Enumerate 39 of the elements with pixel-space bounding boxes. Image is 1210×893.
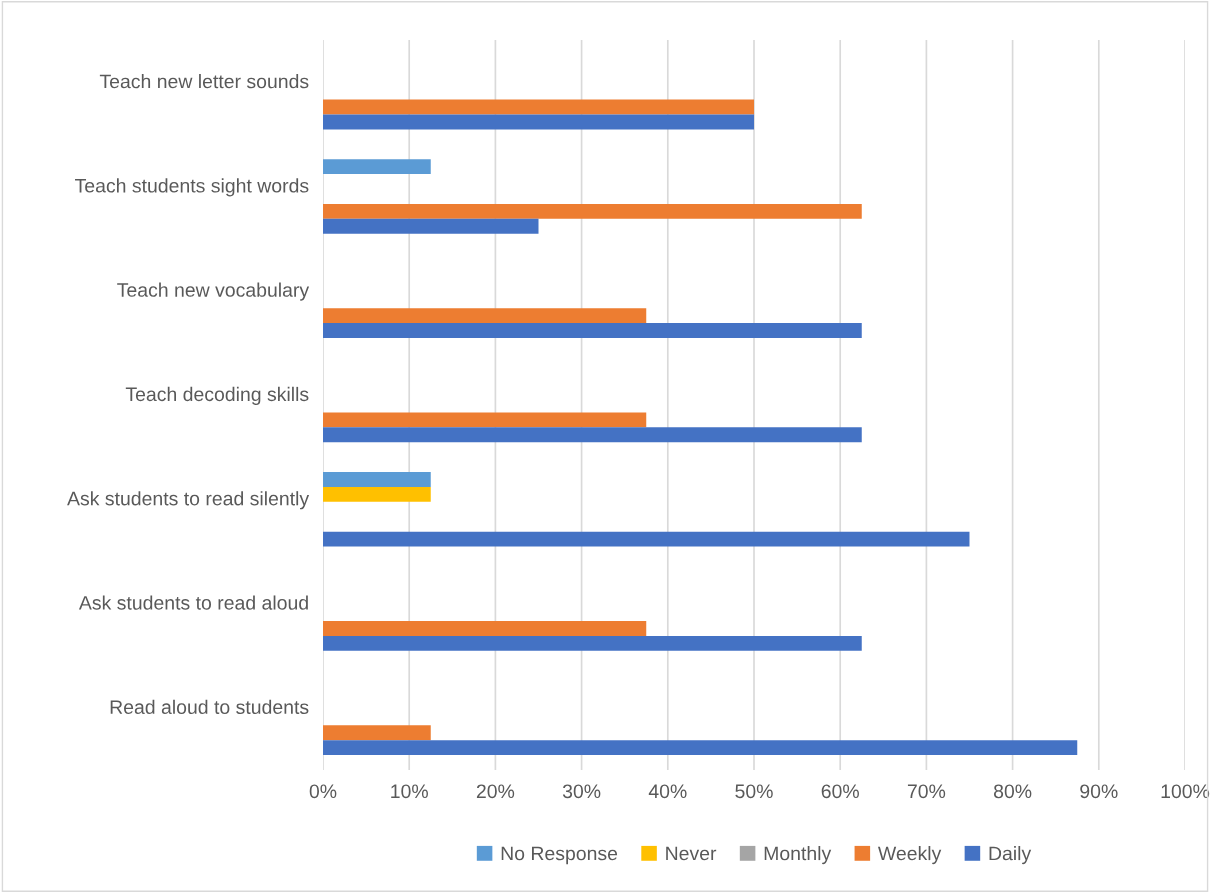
bar [323, 323, 862, 338]
y-tick-label: Teach decoding skills [125, 386, 309, 405]
x-tick-label: 60% [821, 784, 859, 799]
bar [323, 725, 431, 741]
y-tick-label: Teach new letter sounds [99, 74, 309, 89]
bar [323, 635, 862, 651]
x-tick-label: 90% [1080, 784, 1118, 799]
y-tick-label: Ask students to read silently [67, 491, 310, 510]
x-tick-label: 30% [562, 784, 601, 799]
bar [323, 621, 647, 636]
bar [323, 308, 647, 324]
bar [323, 99, 754, 115]
y-tick-label: Ask students to read aloud [78, 595, 308, 610]
bar [323, 218, 539, 234]
x-tick-label: 100% [1161, 784, 1210, 799]
x-tick-label: 70% [907, 784, 946, 799]
bar [323, 114, 754, 130]
bar [323, 486, 431, 502]
x-tick-label: 20% [476, 784, 515, 799]
legend-label: Weekly [877, 846, 942, 865]
x-tick-label: 40% [648, 784, 687, 799]
bar [323, 203, 862, 219]
x-tick-label: 80% [993, 784, 1032, 799]
bar [323, 472, 431, 487]
legend-label: No Response [501, 846, 618, 865]
x-tick-label: 0% [309, 784, 337, 799]
y-tick-label: Teach students sight words [75, 178, 309, 197]
bar [323, 531, 970, 547]
y-tick-label: Read aloud to students [110, 699, 309, 715]
x-tick-label: 50% [735, 784, 773, 799]
legend-label: Monthly [764, 846, 832, 865]
legend-label: Daily [989, 846, 1032, 865]
x-tick-label: 10% [391, 784, 428, 799]
legend-label: Never [666, 846, 717, 861]
bar [323, 740, 1078, 756]
bar [323, 159, 431, 175]
y-tick-label: Teach new vocabulary [117, 282, 310, 301]
bar [323, 427, 862, 443]
bar [323, 412, 647, 428]
